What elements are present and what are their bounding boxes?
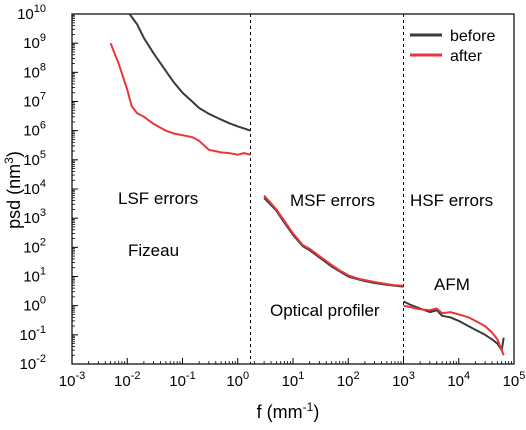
x-tick-label: 103: [392, 370, 415, 390]
series-before-segment-2: [263, 197, 404, 288]
x-tick-label: 100: [226, 370, 249, 390]
y-axis-title: psd (nm3): [2, 151, 24, 229]
series-lines: [109, 13, 505, 356]
y-tick-label: 100: [23, 295, 46, 315]
y-tick-label: 106: [23, 120, 46, 140]
y-tick-label: 108: [23, 61, 46, 81]
x-tick-label: 10-2: [114, 370, 140, 390]
series-before-segment-3: [403, 300, 505, 352]
x-axis-title: f (mm-1): [257, 400, 320, 422]
annotation-msf-errors: MSF errors: [290, 191, 375, 210]
legend: before after: [410, 28, 495, 65]
y-tick-label: 107: [23, 91, 46, 111]
x-tick-label: 10-3: [59, 370, 85, 390]
y-tick-label: 102: [23, 236, 46, 256]
y-tick-label: 104: [23, 178, 46, 198]
annotation-fizeau: Fizeau: [128, 241, 179, 260]
y-tick-label: 10-2: [20, 353, 46, 373]
series-after-segment-3: [403, 304, 505, 356]
annotation-optical-profiler: Optical profiler: [270, 301, 380, 320]
annotation-afm: AFM: [434, 275, 470, 294]
series-before-segment-1: [128, 13, 251, 132]
legend-after-label: after: [450, 48, 483, 65]
y-tick-label: 1010: [17, 3, 46, 23]
x-tick-label: 102: [337, 370, 360, 390]
y-tick-label: 103: [23, 207, 46, 227]
annotation-hsf-errors: HSF errors: [410, 191, 493, 210]
legend-before-label: before: [450, 28, 495, 45]
series-after-segment-1: [109, 42, 251, 156]
annotation-lsf-errors: LSF errors: [118, 189, 198, 208]
region-annotations: LSF errors Fizeau MSF errors Optical pro…: [118, 189, 493, 320]
y-tick-label: 105: [23, 149, 46, 169]
axes: 10-3 10-2 10-1 100 101 102 103 104 105 10-2 10-1 10…: [17, 3, 525, 390]
x-tick-label: 105: [503, 370, 526, 390]
y-tick-label: 109: [23, 32, 46, 52]
x-tick-label: 10-1: [169, 370, 195, 390]
x-tick-label: 101: [282, 370, 305, 390]
x-tick-label: 104: [447, 370, 470, 390]
series-after-segment-2: [263, 194, 404, 287]
y-tick-label: 10-1: [20, 324, 46, 344]
y-tick-label: 101: [23, 266, 46, 286]
